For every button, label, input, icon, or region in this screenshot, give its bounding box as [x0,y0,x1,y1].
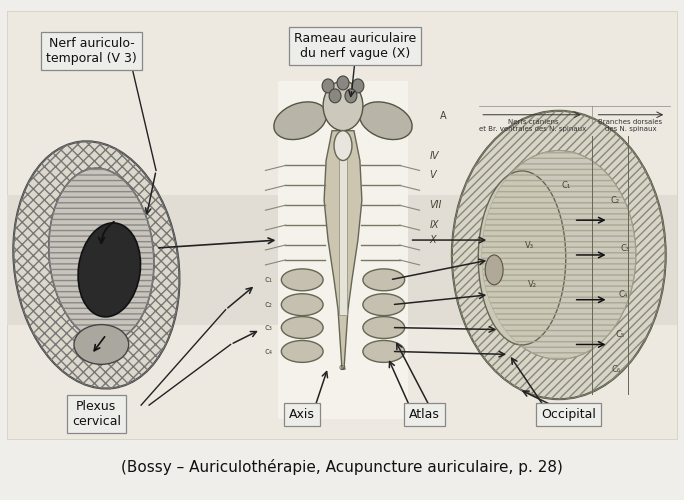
Ellipse shape [363,316,405,338]
Text: X: X [430,235,436,245]
Text: c₁: c₁ [265,276,272,284]
Text: Axis: Axis [289,408,315,420]
Ellipse shape [78,223,140,317]
Text: C₄: C₄ [619,290,628,299]
Text: (Bossy – Auriculothérapie, Acupuncture auriculaire, p. 28): (Bossy – Auriculothérapie, Acupuncture a… [121,459,563,475]
Ellipse shape [322,79,334,93]
Text: C₂: C₂ [611,196,620,205]
Ellipse shape [452,111,666,399]
Bar [7,196,677,324]
Ellipse shape [363,340,405,362]
Ellipse shape [334,130,352,160]
Text: VII: VII [430,200,442,210]
Bar [339,136,347,314]
Ellipse shape [281,294,323,316]
Text: c₂: c₂ [265,300,272,309]
Ellipse shape [363,269,405,291]
Ellipse shape [478,171,566,345]
Text: Atlas: Atlas [409,408,440,420]
Ellipse shape [281,269,323,291]
Ellipse shape [274,102,327,140]
Text: Nerfs crâniens
et Br. ventrales des N. spinaux: Nerfs crâniens et Br. ventrales des N. s… [479,118,587,132]
Ellipse shape [352,79,364,93]
Text: C₁: C₁ [561,181,570,190]
Text: V₃: V₃ [525,240,534,250]
Ellipse shape [363,294,405,316]
Text: Rameau auriculaire
du nerf vague (X): Rameau auriculaire du nerf vague (X) [294,32,416,60]
Text: IX: IX [430,220,439,230]
Text: c₄: c₄ [339,363,347,372]
Text: A: A [439,111,446,120]
Ellipse shape [281,316,323,338]
Ellipse shape [337,76,349,90]
Text: C₆: C₆ [612,365,621,374]
Bar [278,81,408,419]
Ellipse shape [482,150,636,360]
Text: C₃: C₃ [621,244,630,252]
Ellipse shape [345,89,357,103]
Text: V: V [430,170,436,180]
Ellipse shape [13,142,179,388]
Ellipse shape [329,89,341,103]
Text: Nerf auriculo-
temporal (V 3): Nerf auriculo- temporal (V 3) [46,37,137,65]
Text: c₄: c₄ [264,347,272,356]
Ellipse shape [359,102,412,140]
Text: V₂: V₂ [527,280,536,289]
Text: Occipital: Occipital [541,408,596,420]
Text: IV: IV [430,150,439,160]
Bar [7,12,677,439]
Polygon shape [324,130,362,370]
Ellipse shape [281,340,323,362]
Text: c₃: c₃ [265,323,272,332]
Ellipse shape [323,81,363,130]
Ellipse shape [74,324,129,364]
Ellipse shape [49,168,154,342]
Text: Branches dorsales
des N. spinaux: Branches dorsales des N. spinaux [598,118,662,132]
Text: Plexus
cervical: Plexus cervical [72,400,121,428]
Text: C₅: C₅ [616,330,625,339]
Ellipse shape [485,255,503,285]
